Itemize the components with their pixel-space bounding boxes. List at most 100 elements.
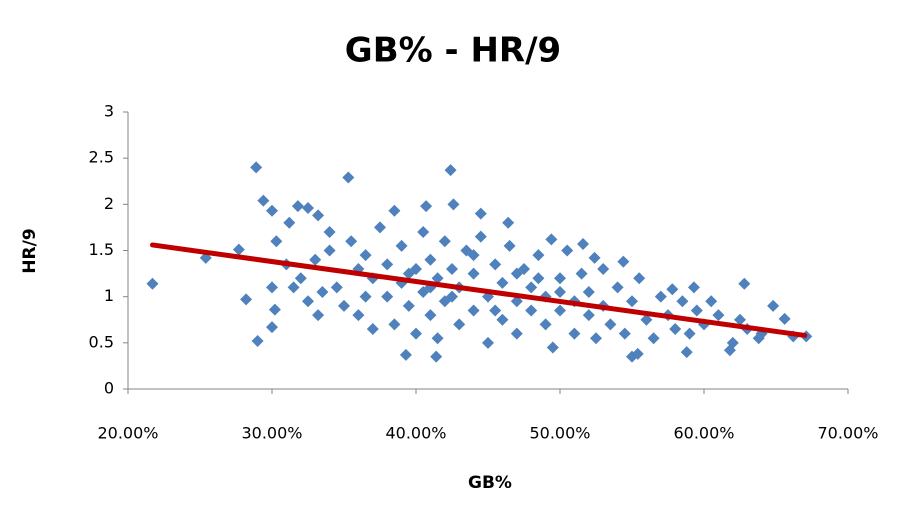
point	[510, 327, 523, 340]
point	[388, 204, 401, 217]
point	[582, 309, 595, 322]
point	[402, 299, 415, 312]
point	[604, 318, 617, 331]
point	[291, 200, 304, 213]
point	[294, 272, 307, 285]
point	[683, 327, 696, 340]
point	[446, 290, 458, 303]
point	[381, 258, 394, 271]
x-tick-label: 30.00%	[241, 424, 302, 443]
point	[690, 304, 703, 317]
point	[474, 230, 487, 243]
point	[778, 312, 791, 325]
point	[525, 281, 538, 294]
point	[345, 235, 358, 248]
point	[316, 286, 329, 299]
point	[424, 253, 437, 266]
point	[554, 272, 566, 285]
point	[532, 249, 545, 262]
point	[532, 272, 545, 285]
point	[430, 350, 443, 363]
point	[342, 171, 355, 184]
point	[575, 267, 588, 280]
point	[705, 295, 718, 308]
y-tick-label: 0	[104, 379, 114, 398]
point	[503, 239, 516, 252]
point	[502, 216, 515, 229]
point	[712, 309, 725, 322]
point	[447, 198, 460, 211]
point	[626, 295, 638, 308]
point	[287, 281, 300, 294]
point	[489, 258, 502, 271]
point	[568, 327, 581, 340]
point	[330, 281, 343, 294]
point	[146, 277, 159, 290]
point	[590, 332, 602, 345]
point	[302, 202, 314, 215]
point	[402, 267, 415, 280]
point	[467, 267, 480, 280]
point	[399, 348, 412, 361]
point	[597, 262, 610, 275]
point	[312, 209, 325, 222]
x-tick-label: 40.00%	[385, 424, 446, 443]
point	[496, 313, 509, 326]
point	[338, 299, 350, 312]
point	[617, 255, 630, 268]
point	[611, 281, 624, 294]
point	[647, 332, 660, 345]
point	[669, 322, 682, 335]
point	[420, 200, 433, 213]
point	[554, 286, 566, 299]
y-axis-title: HR/9	[20, 228, 40, 273]
point	[588, 251, 601, 264]
point	[582, 286, 595, 299]
point	[525, 304, 538, 317]
point	[666, 283, 679, 296]
point	[323, 244, 336, 257]
point	[577, 238, 590, 251]
point	[359, 249, 372, 262]
x-tick-label: 20.00%	[97, 424, 158, 443]
point	[417, 226, 430, 239]
point	[654, 290, 667, 303]
point	[266, 281, 278, 294]
y-tick-label: 0.5	[89, 332, 114, 351]
point	[270, 235, 283, 248]
point	[767, 299, 780, 312]
point	[640, 313, 653, 326]
point	[388, 318, 401, 331]
point	[561, 244, 574, 257]
point	[374, 221, 386, 234]
point	[738, 277, 751, 290]
y-tick-label: 3	[104, 102, 114, 121]
point	[453, 318, 466, 331]
point	[366, 322, 379, 335]
point	[309, 253, 322, 266]
y-tick-label: 1.5	[89, 240, 114, 259]
trendline	[149, 242, 808, 338]
point	[431, 272, 444, 285]
point	[687, 281, 700, 294]
y-tick-label: 2.5	[89, 148, 114, 167]
point	[633, 272, 646, 285]
point	[467, 304, 480, 317]
point	[251, 334, 264, 347]
point	[283, 216, 296, 229]
point	[496, 276, 509, 289]
point	[352, 309, 365, 322]
x-tick-label: 70.00%	[817, 424, 878, 443]
point	[268, 303, 281, 316]
point	[726, 336, 739, 349]
point	[676, 295, 689, 308]
point	[474, 207, 487, 220]
point	[250, 161, 263, 174]
point	[381, 290, 394, 303]
point	[510, 267, 523, 280]
point	[232, 243, 245, 256]
point	[554, 304, 566, 317]
x-axis-title: GB%	[468, 473, 512, 493]
point	[302, 295, 314, 308]
